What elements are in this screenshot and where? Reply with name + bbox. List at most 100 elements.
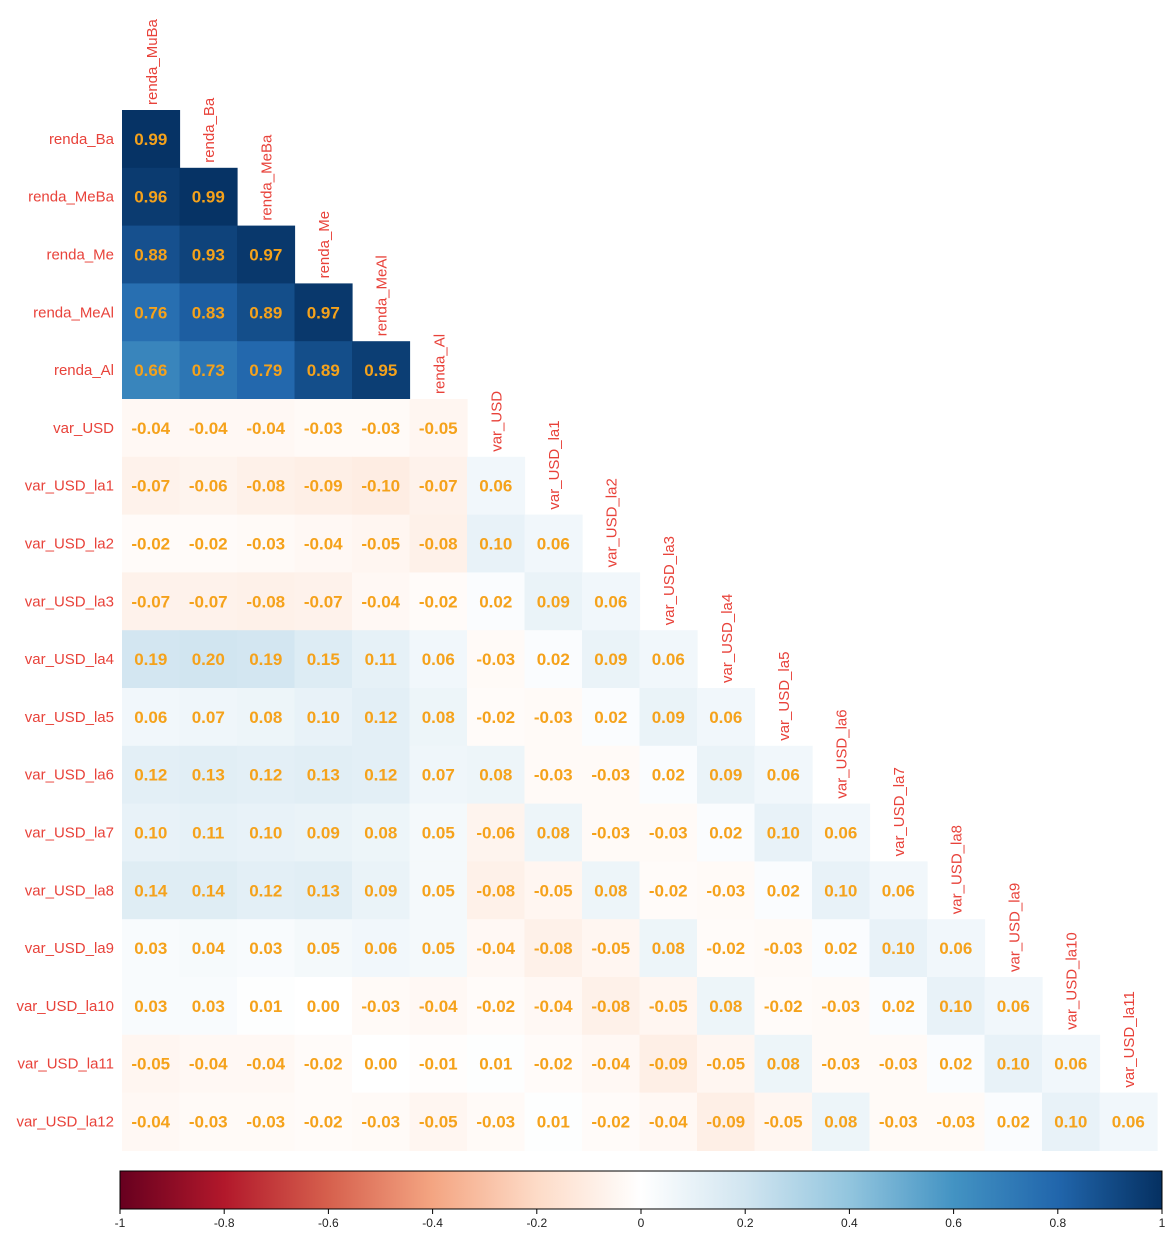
- cell-value: 0.03: [249, 939, 282, 958]
- cell-value: -0.03: [534, 766, 573, 785]
- column-label: var_USD_la3: [661, 536, 678, 625]
- cell-value: 0.06: [594, 592, 627, 611]
- cell-value: 0.12: [134, 766, 167, 785]
- column-label: var_USD_la8: [949, 825, 966, 914]
- cell-value: 0.02: [767, 881, 800, 900]
- cell-value: -0.02: [304, 1113, 343, 1132]
- heatmap-cell: [1099, 1092, 1158, 1151]
- heatmap-cell: [467, 1092, 526, 1151]
- cell-value: 0.08: [422, 708, 455, 727]
- cell-value: 0.07: [422, 766, 455, 785]
- heatmap-cell: [294, 861, 353, 920]
- cell-value: 0.02: [652, 766, 685, 785]
- colorbar-tick-label: 0: [638, 1216, 645, 1230]
- heatmap-cell: [697, 1092, 756, 1151]
- cell-value: 0.93: [192, 246, 225, 265]
- heatmap-cell: [812, 919, 871, 978]
- cell-value: 0.10: [1054, 1113, 1087, 1132]
- heatmap-cell: [237, 225, 296, 284]
- cell-value: 0.05: [307, 939, 340, 958]
- column-label: var_USD_la11: [1121, 991, 1138, 1087]
- column-label: var_USD_la9: [1006, 883, 1023, 972]
- heatmap-cell: [179, 456, 238, 516]
- heatmap-cell: [294, 977, 353, 1036]
- heatmap-cell: [294, 803, 353, 862]
- heatmap-cell: [294, 1034, 353, 1094]
- heatmap-cell: [237, 1092, 296, 1151]
- heatmap-cell: [927, 919, 986, 978]
- heatmap-cell: [294, 514, 353, 573]
- heatmap-cell: [754, 861, 813, 920]
- cell-value: -0.04: [131, 1113, 170, 1132]
- cell-value: 0.07: [192, 708, 225, 727]
- heatmap-cell: [409, 514, 468, 573]
- heatmap-cell: [237, 514, 296, 573]
- cell-value: 0.06: [939, 939, 972, 958]
- heatmap-cell: [294, 630, 353, 689]
- heatmap-cell: [697, 1034, 756, 1094]
- cell-value: 0.05: [422, 824, 455, 843]
- cell-value: -0.04: [419, 997, 458, 1016]
- cell-value: 0.96: [134, 188, 167, 207]
- cell-value: -0.03: [361, 997, 400, 1016]
- heatmap-cell: [294, 572, 353, 631]
- cell-value: 0.08: [537, 824, 570, 843]
- heatmap-cell: [639, 745, 698, 805]
- heatmap-cell: [179, 919, 238, 978]
- cell-value: 0.02: [537, 650, 570, 669]
- cell-value: 0.10: [882, 939, 915, 958]
- heatmap-cell: [179, 399, 238, 458]
- cell-value: 0.00: [364, 1055, 397, 1074]
- heatmap-cell: [237, 341, 296, 400]
- heatmap-cell: [409, 745, 468, 805]
- heatmap-cell: [984, 1034, 1043, 1094]
- heatmap-cell: [179, 1092, 238, 1151]
- heatmap-cell: [524, 803, 583, 862]
- column-label: var_USD_la10: [1064, 932, 1081, 1030]
- cell-value: 0.06: [824, 824, 857, 843]
- row-label: var_USD: [53, 420, 114, 437]
- values-layer: 0.99 0.96 0.99 0.88 0.93 0.97 0.76 0.83 0.89 0.97…: [131, 130, 1144, 1132]
- cell-value: 0.12: [364, 708, 397, 727]
- cell-value: -0.04: [476, 939, 515, 958]
- cell-value: 0.08: [767, 1055, 800, 1074]
- cell-value: 0.08: [364, 824, 397, 843]
- cell-value: -0.03: [821, 1055, 860, 1074]
- cell-value: -0.02: [419, 592, 458, 611]
- heatmap-cell: [409, 688, 468, 747]
- heatmap-cell: [582, 977, 641, 1036]
- row-label: var_USD_la10: [16, 998, 114, 1015]
- heatmap-cell: [122, 110, 181, 169]
- cell-value: 0.99: [192, 188, 225, 207]
- heatmap-cell: [237, 803, 296, 862]
- colorbar-ticks: -1 -0.8 -0.6 -0.4 -0.2 0 0.2 0.4 0.6 0.8 1: [115, 1209, 1166, 1230]
- heatmap-cell: [409, 803, 468, 862]
- cell-value: 0.02: [479, 592, 512, 611]
- cell-value: 0.06: [882, 881, 915, 900]
- cell-value: -0.04: [246, 419, 285, 438]
- cell-value: -0.07: [131, 592, 170, 611]
- cell-value: 0.09: [652, 708, 685, 727]
- heatmap-cell: [237, 688, 296, 747]
- cell-value: 0.10: [997, 1055, 1030, 1074]
- cell-value: 0.06: [1054, 1055, 1087, 1074]
- cell-value: -0.02: [706, 939, 745, 958]
- cell-value: 0.08: [709, 997, 742, 1016]
- colorbar-tick-label: 0.8: [1049, 1216, 1066, 1230]
- cell-value: -0.05: [764, 1113, 803, 1132]
- column-label: renda_Al: [431, 334, 448, 394]
- heatmap-cell: [179, 688, 238, 747]
- heatmap-cell: [467, 572, 526, 631]
- cell-value: -0.07: [131, 477, 170, 496]
- cell-value: -0.05: [534, 881, 573, 900]
- cell-value: -0.06: [189, 477, 228, 496]
- cell-value: -0.09: [304, 477, 343, 496]
- cell-value: -0.02: [649, 881, 688, 900]
- cell-value: 0.13: [192, 766, 225, 785]
- cell-value: -0.05: [419, 419, 458, 438]
- heatmap-cell: [754, 919, 813, 978]
- cell-value: -0.08: [246, 592, 285, 611]
- heatmap-cell: [582, 919, 641, 978]
- colorbar-gradient: [119, 1170, 1163, 1210]
- cell-value: -0.03: [534, 708, 573, 727]
